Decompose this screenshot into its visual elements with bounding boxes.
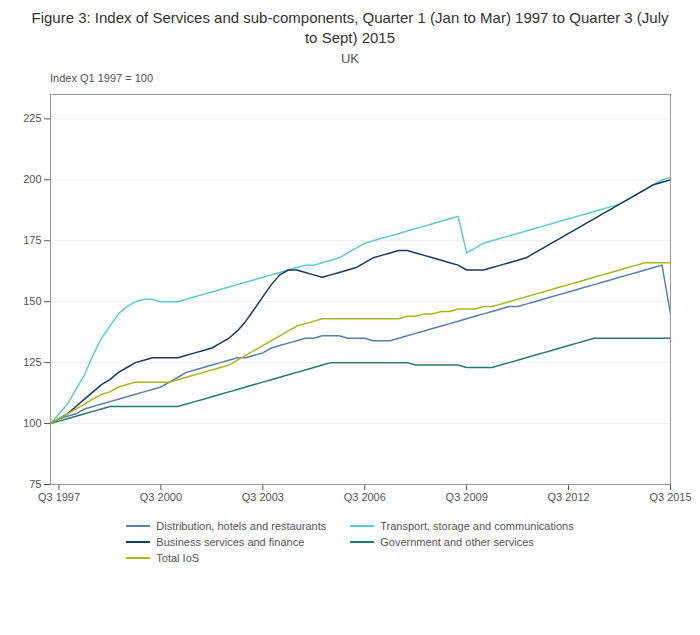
html-text:Government and other services: Government and other services bbox=[380, 536, 534, 548]
svg-text:Q3 2015: Q3 2015 bbox=[649, 491, 691, 503]
svg-text:150: 150 bbox=[23, 295, 41, 307]
svg-text:Q3 2000: Q3 2000 bbox=[140, 491, 182, 503]
svg-text:Q3 2009: Q3 2009 bbox=[446, 491, 488, 503]
svg-text:100: 100 bbox=[23, 417, 41, 429]
svg-text:125: 125 bbox=[23, 356, 41, 368]
svg-text:Q3 1997: Q3 1997 bbox=[38, 491, 80, 503]
svg-text:Q3 2003: Q3 2003 bbox=[242, 491, 284, 503]
html-text:Index Q1 1997 = 100: Index Q1 1997 = 100 bbox=[50, 72, 154, 84]
svg-text:75: 75 bbox=[29, 478, 41, 490]
html-text:Total IoS: Total IoS bbox=[156, 552, 200, 564]
html-text:Distribution, hotels and resta: Distribution, hotels and restaurants bbox=[156, 520, 327, 532]
html-text:Business services and finance: Business services and finance bbox=[156, 536, 305, 548]
html-text:UK: UK bbox=[341, 51, 359, 66]
html-text:Transport, storage and communi: Transport, storage and communications bbox=[380, 520, 574, 532]
html-text:Figure 3: Index of Services an: Figure 3: Index of Services and sub-comp… bbox=[31, 9, 669, 46]
svg-text:225: 225 bbox=[23, 112, 41, 124]
svg-text:200: 200 bbox=[23, 173, 41, 185]
svg-text:Q3 2006: Q3 2006 bbox=[344, 491, 386, 503]
svg-text:175: 175 bbox=[23, 234, 41, 246]
svg-text:Q3 2012: Q3 2012 bbox=[547, 491, 589, 503]
